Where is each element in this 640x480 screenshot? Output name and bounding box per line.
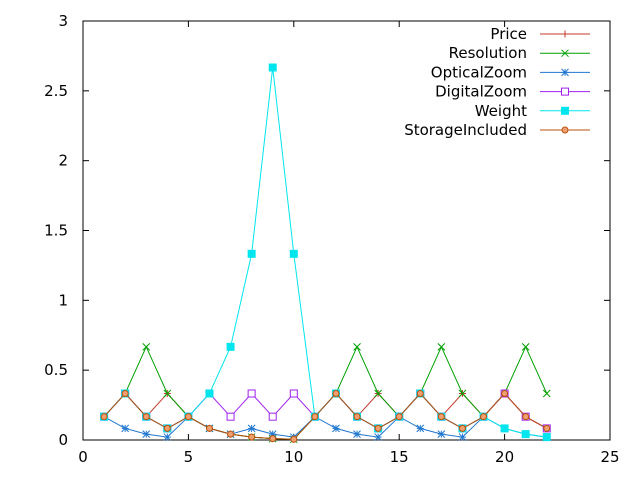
data-point	[248, 433, 256, 441]
x-tick-label: 0	[78, 448, 88, 466]
data-point	[416, 389, 424, 397]
data-point	[480, 413, 488, 421]
data-point	[226, 342, 235, 351]
data-point	[268, 63, 277, 72]
series-line	[103, 416, 547, 438]
data-point	[458, 389, 467, 398]
y-tick-label: 2.5	[44, 82, 68, 100]
legend-marker	[561, 106, 569, 115]
data-point	[521, 430, 530, 439]
legend-entry: OpticalZoom	[431, 63, 590, 81]
series-line	[103, 392, 548, 429]
data-point	[205, 424, 213, 432]
data-point	[247, 249, 256, 258]
axis-ticks	[82, 20, 611, 441]
data-point	[205, 389, 214, 398]
legend-marker	[561, 126, 569, 134]
data-point	[226, 412, 235, 421]
legend-label: Resolution	[449, 44, 527, 62]
data-point	[416, 424, 425, 433]
legend-entry: StorageIncluded	[404, 121, 590, 139]
data-point	[289, 249, 298, 258]
y-tick-label: 0	[58, 431, 68, 449]
y-tick-label: 0.5	[44, 361, 68, 379]
x-tick-label: 5	[184, 448, 194, 466]
data-point	[395, 413, 403, 421]
legend-entry: Price	[490, 25, 590, 43]
data-point	[289, 389, 298, 398]
data-point	[353, 413, 361, 421]
data-point	[522, 413, 530, 421]
legend-marker	[561, 87, 569, 96]
data-point	[163, 433, 172, 441]
legend-entry: Weight	[475, 102, 590, 120]
data-point	[268, 412, 277, 421]
data-point	[311, 413, 319, 421]
data-point	[163, 424, 171, 432]
data-point	[374, 433, 382, 441]
x-tick-label: 20	[495, 448, 514, 466]
data-point	[163, 389, 172, 398]
legend-entry: DigitalZoom	[435, 83, 590, 101]
data-point	[121, 389, 129, 397]
axis-tick-labels: 0 5 10 15 20 25 0 0.5 1 1.5 2 2.5 3	[44, 12, 619, 466]
legend-label: Weight	[475, 102, 527, 120]
data-point	[437, 342, 446, 351]
series-line	[103, 392, 548, 440]
data-point	[458, 424, 466, 432]
data-point	[542, 389, 551, 398]
data-point	[290, 435, 298, 443]
data-point	[353, 430, 361, 438]
data-point	[269, 435, 277, 443]
data-point	[374, 389, 382, 398]
data-point	[437, 430, 446, 438]
legend-label: Price	[490, 25, 527, 43]
legend-label: StorageIncluded	[404, 121, 527, 139]
y-tick-label: 2	[58, 152, 68, 170]
legend-label: DigitalZoom	[435, 83, 527, 101]
data-point	[121, 424, 130, 433]
data-point	[521, 342, 530, 351]
legend-label: OpticalZoom	[431, 63, 527, 81]
data-point	[227, 430, 235, 438]
data-point	[247, 389, 256, 398]
data-point	[458, 433, 467, 441]
y-tick-label: 1.5	[44, 222, 68, 240]
series-layer	[100, 63, 551, 444]
data-point	[247, 424, 256, 433]
x-tick-label: 10	[284, 448, 303, 466]
plot-frame	[82, 20, 611, 441]
legend-marker	[561, 49, 569, 58]
y-tick-label: 1	[58, 291, 68, 309]
series-storageincluded	[100, 389, 551, 443]
data-point	[332, 389, 340, 397]
data-point	[353, 342, 361, 351]
data-point	[542, 433, 551, 442]
data-point	[100, 413, 108, 421]
y-tick-label: 3	[58, 12, 68, 30]
data-point	[142, 413, 150, 421]
legend-marker	[561, 30, 569, 38]
data-point	[500, 424, 509, 433]
legend-marker	[561, 68, 569, 77]
legend-entry: Resolution	[449, 44, 590, 62]
data-point	[332, 424, 340, 433]
data-point	[374, 424, 382, 432]
data-point	[142, 430, 151, 438]
data-point	[142, 342, 151, 351]
data-point	[501, 389, 509, 397]
x-tick-label: 25	[600, 448, 619, 466]
data-point	[543, 424, 551, 432]
x-tick-label: 15	[390, 448, 409, 466]
data-point	[437, 413, 445, 421]
data-point	[184, 413, 192, 421]
